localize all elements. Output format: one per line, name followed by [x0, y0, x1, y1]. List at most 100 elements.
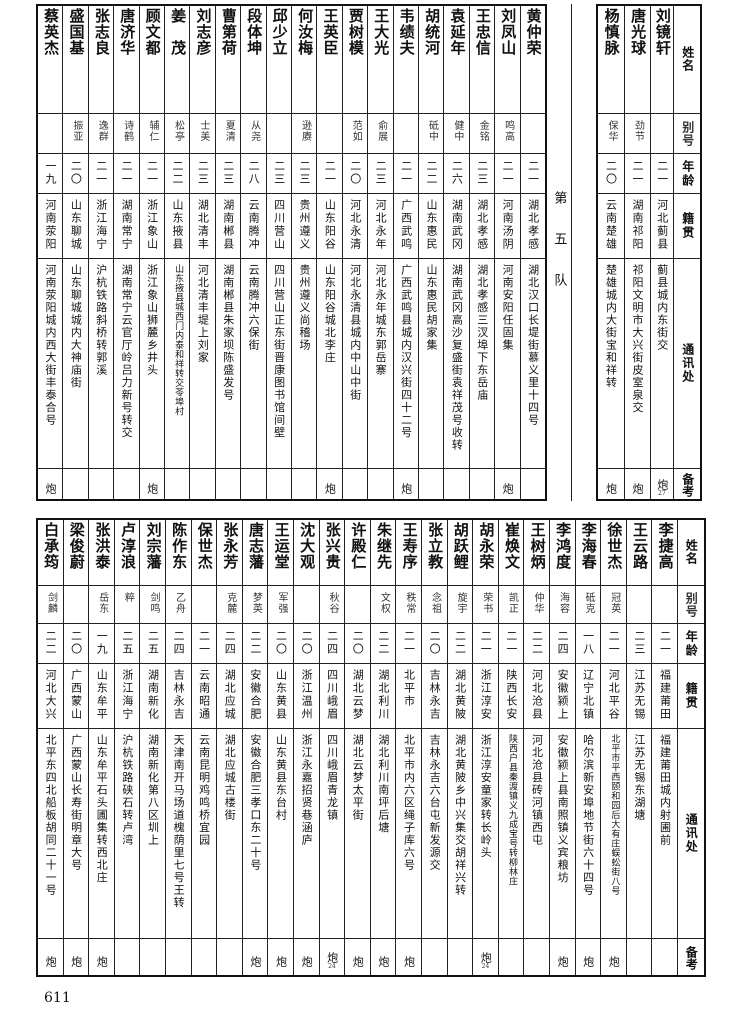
alias-cell: 逸群 — [88, 113, 114, 153]
origin-text: 河北沧县 — [530, 669, 544, 721]
origin-cell: 湖南常宁 — [114, 193, 139, 258]
alias-cell: 岳东 — [89, 585, 114, 623]
age-text: 二〇 — [348, 160, 362, 186]
origin-cell: 河南荥阳 — [38, 193, 63, 258]
name-text: 梁俊蔚 — [67, 522, 86, 570]
address-text: 北平东四北船板胡同二十一号 — [44, 734, 58, 897]
roster-entry: 何汝梅 逊赓 二三 贵州遵义 贵州遵义尚稽场 — [291, 4, 317, 501]
name-text: 胡跃鲤 — [451, 522, 470, 570]
name-text: 李鸿度 — [554, 522, 573, 570]
alias-text: 文权 — [378, 592, 390, 614]
header-name-text: 姓名 — [684, 538, 699, 565]
address-cell: 贵州遵义尚稽场 — [292, 258, 317, 468]
address-cell: 山东掖县城西门内泰和祥转交苓埠村 — [165, 258, 190, 468]
address-cell: 湖北利川南坪后塘 — [370, 728, 396, 938]
address-text: 安徽颍上县南照镇义宾粮坊 — [556, 734, 570, 884]
remark-cell: 炮 — [317, 468, 342, 501]
roster-entry: 刘凤山 鸣高 二一 河南汤阴 河南安阳任固集炮 — [494, 4, 520, 501]
roster-entry: 杨慎脉 保华 二〇 云南楚雄 楚雄城内大街宝和祥转炮 — [597, 4, 624, 501]
origin-cell: 河北蓟县 — [651, 193, 673, 258]
alias-text: 梦英 — [250, 592, 262, 614]
alias-text: 松亭 — [172, 120, 184, 142]
address-text: 湖北孝感三汊埠下东岳庙 — [475, 264, 489, 402]
name-text: 蔡英杰 — [42, 8, 61, 56]
age-cell: 二二 — [242, 623, 268, 663]
name-cell: 张洪泰 — [89, 518, 114, 585]
origin-text: 河南汤阴 — [501, 199, 515, 251]
team-label: 第五队 — [551, 191, 567, 314]
address-text: 河北永年城东郭岳寨 — [374, 264, 388, 377]
name-text: 黄仲荣 — [524, 8, 543, 56]
alias-cell: 仲华 — [524, 585, 549, 623]
remark-text: 炮 — [607, 955, 621, 967]
age-text: 二六 — [450, 160, 464, 186]
age-text: 二〇 — [69, 630, 83, 656]
roster-entry: 李鸿度 海容 二四 安徽颍上 安徽颍上县南照镇义宾粮坊炮 — [549, 518, 575, 977]
address-text: 陕西户县秦渡镇义九成宝号转柳林庄 — [507, 734, 518, 886]
origin-text: 浙江象山 — [145, 199, 159, 251]
name-cell: 段体坤 — [241, 4, 265, 113]
roster-entry: 张兴贵 秋谷 二四 四川峨眉 四川峨眉青龙镇炮 24 — [318, 518, 345, 977]
name-cell: 卢淳浪 — [115, 518, 140, 585]
origin-cell: 河北沧县 — [524, 663, 549, 728]
remark-cell — [342, 468, 368, 501]
remark-note: 24 — [328, 963, 336, 970]
age-cell: 二一 — [191, 623, 217, 663]
name-text: 李海春 — [579, 522, 598, 570]
name-text: 刘志彦 — [194, 8, 213, 56]
origin-cell: 湖南祁阳 — [624, 193, 650, 258]
age-text: 二二 — [453, 630, 467, 656]
name-text: 崔焕文 — [502, 522, 521, 570]
name-text: 杨慎脉 — [602, 8, 621, 56]
age-cell: 二〇 — [63, 623, 89, 663]
name-cell: 沈大观 — [294, 518, 319, 585]
remark-cell — [498, 938, 524, 977]
age-cell: 二〇 — [294, 623, 319, 663]
address-text: 河北清丰堤上刘家 — [196, 264, 210, 364]
age-text: 二一 — [501, 160, 515, 186]
address-text: 浙江永嘉招贤巷涵庐 — [300, 734, 314, 847]
address-text: 广西武鸣县城内汉兴街四十二号 — [399, 264, 413, 439]
origin-cell: 陕西长安 — [498, 663, 524, 728]
alias-cell — [626, 585, 652, 623]
roster-entry: 刘志彦 士美 二三 湖北清丰 河北清丰堤上刘家 — [189, 4, 215, 501]
age-cell: 二四 — [319, 623, 345, 663]
remark-cell: 炮 — [550, 938, 575, 977]
origin-cell: 江苏无锡 — [626, 663, 652, 728]
roster-entry: 陈作东 乙舟 二四 吉林永吉 天津南开马场道槐荫里七号王转 — [165, 518, 191, 977]
age-text: 二〇 — [604, 160, 618, 186]
age-text: 二一 — [526, 160, 540, 186]
age-text: 二〇 — [428, 630, 442, 656]
address-text: 湖南武冈高沙复盛街袁祥茂号收转 — [450, 264, 464, 452]
age-text: 一九 — [95, 630, 109, 656]
remark-cell — [419, 468, 444, 501]
header-column: 姓名 别号 年龄 籍贯 通讯处 备考 — [673, 4, 701, 501]
age-text: 二四 — [172, 630, 186, 656]
name-cell: 王云路 — [627, 518, 652, 585]
header-address-text: 通讯处 — [684, 813, 699, 854]
header-alias-cell: 别号 — [674, 113, 701, 153]
name-text: 王大光 — [372, 8, 391, 56]
alias-cell — [651, 113, 673, 153]
alias-cell: 凯正 — [498, 585, 524, 623]
address-text: 河南荥阳城内西大街丰泰合号 — [43, 264, 57, 427]
name-text: 何汝梅 — [296, 8, 315, 56]
address-text: 山东阳谷城北李庄 — [323, 264, 337, 364]
address-text: 云南昆明鸡鸣桥宜园 — [197, 734, 211, 847]
age-cell: 一九 — [38, 153, 63, 193]
roster-entry: 徐世杰 冠英 二一 河北平谷 北平市平西颐和园后大有庄蜈蚣街八号炮 — [600, 518, 626, 977]
origin-text: 湖北黄陂 — [453, 669, 467, 721]
remark-cell — [88, 468, 114, 501]
origin-text: 四川营山 — [272, 199, 286, 251]
roster-entry: 沈大观 二〇 浙江温州 浙江永嘉招贤巷涵庐炮 — [293, 518, 319, 977]
origin-cell: 广西武鸣 — [393, 193, 418, 258]
name-cell: 刘镜轩 — [651, 4, 673, 113]
address-cell: 浙江永嘉招贤巷涵庐 — [294, 728, 319, 938]
address-cell: 湖北汉口长堤街慕义里十四号 — [520, 258, 545, 468]
alias-text: 海容 — [557, 592, 569, 614]
alias-cell: 鸣高 — [495, 113, 520, 153]
address-text: 江苏无锡东湖塘 — [632, 734, 646, 822]
alias-cell: 乙舟 — [166, 585, 191, 623]
remark-cell: 炮 27 — [651, 468, 673, 501]
age-cell: 二〇 — [598, 153, 624, 193]
